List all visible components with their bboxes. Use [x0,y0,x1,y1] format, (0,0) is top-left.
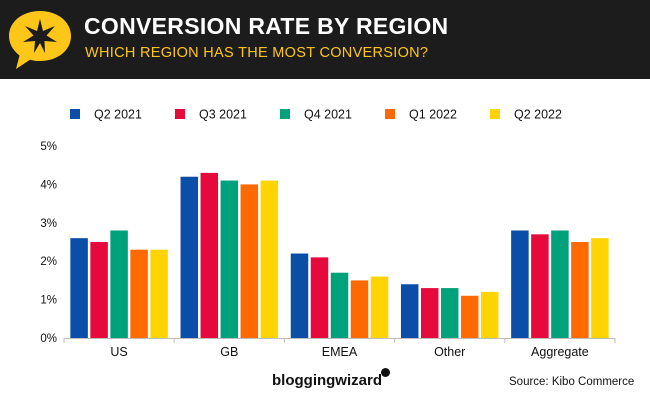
x-tick-label: Aggregate [531,345,589,359]
y-tick-label: 4% [40,179,57,191]
bars [70,172,609,338]
bar [150,249,168,338]
source-note: Source: Kibo Commerce [509,376,635,388]
bar [200,172,219,338]
chart-title: CONVERSION RATE BY REGION [84,13,449,39]
x-tick-label: Other [434,345,465,359]
y-tick-label: 5% [40,141,57,153]
bar [480,291,499,338]
brand-name: bloggingwizard [272,372,382,389]
brand-badge-icon [381,368,390,377]
bar [110,230,128,338]
legend-swatch [385,109,395,119]
chart-legend: Q2 2021 Q3 2021 Q4 2021 Q1 2022 Q2 2022 [70,108,562,122]
bar [290,253,309,338]
bar [440,288,459,338]
bar [571,242,589,338]
bar [400,284,419,338]
star-burst-speech-bubble-icon [9,11,71,69]
bar [260,180,279,338]
y-tick-label: 1% [40,295,57,307]
bar [220,180,239,338]
x-axis: US GB EMEA Other Aggregate [63,338,616,359]
bar [70,238,88,338]
legend-swatch [490,109,500,119]
legend-label: Q2 2022 [514,108,562,122]
y-tick-label: 2% [40,256,57,268]
bar-chart: Q2 2021 Q3 2021 Q4 2021 Q1 2022 Q2 2022 0% 1%… [40,108,616,359]
bar [531,234,549,338]
bar [591,238,609,338]
bar [551,230,569,338]
bar [511,230,529,338]
legend-label: Q4 2021 [304,108,352,122]
x-tick-label: GB [220,345,238,359]
chart-subtitle: WHICH REGION HAS THE MOST CONVERSION? [85,45,429,61]
legend-swatch [280,109,290,119]
bar [350,280,369,338]
legend-label: Q2 2021 [94,108,142,122]
bar [370,276,389,338]
y-tick-label: 0% [40,333,57,345]
bar [460,295,479,338]
bar [330,272,349,338]
bar [240,184,259,338]
legend-swatch [70,109,80,119]
brand-logo: bloggingwizard [272,368,390,389]
bar [420,288,439,338]
x-tick-label: EMEA [322,345,358,359]
bar [90,242,108,338]
legend-label: Q1 2022 [409,108,457,122]
x-tick-label: US [110,345,127,359]
header-banner: CONVERSION RATE BY REGION WHICH REGION H… [0,0,650,79]
bar [310,257,329,338]
y-axis: 0% 1% 2% 3% 4% 5% [40,141,57,345]
bar [180,176,199,338]
legend-label: Q3 2021 [199,108,247,122]
bar [130,249,148,338]
legend-swatch [175,109,185,119]
y-tick-label: 3% [40,218,57,230]
